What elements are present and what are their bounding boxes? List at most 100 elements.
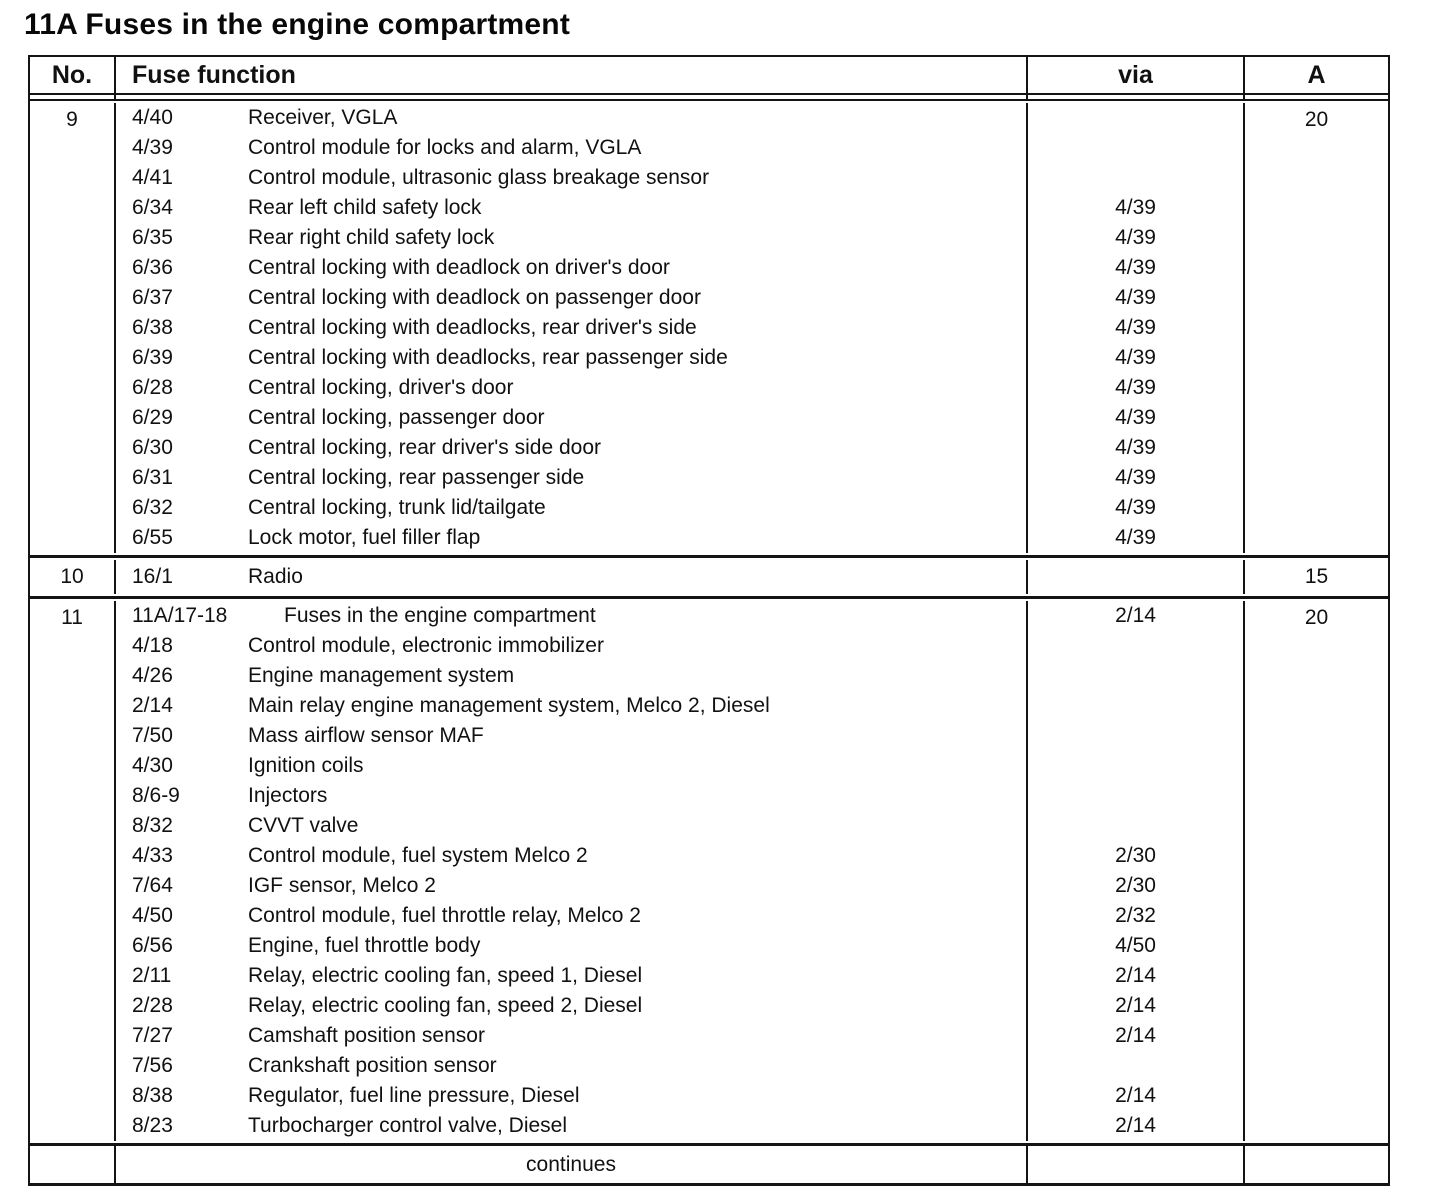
component-id: 6/38	[132, 316, 173, 339]
component-description: Control module, electronic immobilizer	[248, 634, 604, 657]
table-row: 6/56 Engine, fuel throttle body 4/50	[116, 931, 1245, 961]
via-cell	[1028, 721, 1245, 751]
via-cell	[1028, 691, 1245, 721]
fuse-number-cell: 10	[30, 560, 116, 594]
component-description: Central locking with deadlock on passeng…	[248, 286, 701, 309]
component-description: Control module for locks and alarm, VGLA	[248, 136, 642, 159]
component-id: 6/37	[132, 286, 173, 309]
via-cell: 2/14	[1028, 991, 1245, 1021]
table-body: 9 4/40 Receiver, VGLA 4/39 Control module …	[30, 101, 1388, 1143]
component-id: 6/29	[132, 406, 173, 429]
component-id: 7/56	[132, 1054, 173, 1077]
via-cell: 2/30	[1028, 841, 1245, 871]
table-row: 6/39 Central locking with deadlocks, rear…	[116, 343, 1245, 373]
component-description: Central locking, trunk lid/tailgate	[248, 496, 546, 519]
table-row: 6/28 Central locking, driver's door 4/39	[116, 373, 1245, 403]
fuse-function-cell: 6/31 Central locking, rear passenger side	[116, 463, 1028, 493]
fuse-function-cell: 6/38 Central locking with deadlocks, rear…	[116, 313, 1028, 343]
component-description: Central locking, passenger door	[248, 406, 545, 429]
fuse-function-cell: 7/50 Mass airflow sensor MAF	[116, 721, 1028, 751]
table-row: 7/56 Crankshaft position sensor	[116, 1051, 1245, 1081]
component-id: 4/18	[132, 634, 173, 657]
table-row: 6/32 Central locking, trunk lid/tailgate …	[116, 493, 1245, 523]
fuse-function-cell: 4/39 Control module for locks and alarm, …	[116, 133, 1028, 163]
component-id: 4/40	[132, 106, 173, 129]
via-cell: 4/50	[1028, 931, 1245, 961]
table-row: 2/28 Relay, electric cooling fan, speed 2…	[116, 991, 1245, 1021]
via-cell	[1028, 781, 1245, 811]
fuse-function-cell: 6/56 Engine, fuel throttle body	[116, 931, 1028, 961]
table-footer-row: continues	[30, 1143, 1388, 1183]
component-description: Regulator, fuel line pressure, Diesel	[248, 1084, 580, 1107]
component-description: Turbocharger control valve, Diesel	[248, 1114, 568, 1137]
component-description: Rear left child safety lock	[248, 196, 482, 219]
fuse-function-cell: 6/29 Central locking, passenger door	[116, 403, 1028, 433]
component-description: Mass airflow sensor MAF	[248, 724, 484, 747]
fuse-function-cell: 7/27 Camshaft position sensor	[116, 1021, 1028, 1051]
fuse-function-cell: 4/30 Ignition coils	[116, 751, 1028, 781]
component-id: 7/64	[132, 874, 173, 897]
component-id: 6/28	[132, 376, 173, 399]
header-function: Fuse function	[116, 57, 1028, 93]
via-cell	[1028, 811, 1245, 841]
component-id: 16/1	[132, 565, 173, 588]
component-description: Central locking, rear driver's side door	[248, 436, 601, 459]
table-row: 8/32 CVVT valve	[116, 811, 1245, 841]
component-id: 2/14	[132, 694, 173, 717]
component-description: Control module, fuel throttle relay, Mel…	[248, 904, 641, 927]
page-title: 11A Fuses in the engine compartment	[24, 8, 571, 41]
fuse-function-cell: 4/26 Engine management system	[116, 661, 1028, 691]
table-row: 4/39 Control module for locks and alarm, …	[116, 133, 1245, 163]
component-description: Crankshaft position sensor	[248, 1054, 497, 1077]
via-cell: 2/14	[1028, 1081, 1245, 1111]
fuse-function-cell: 6/35 Rear right child safety lock	[116, 223, 1028, 253]
table-row: 4/30 Ignition coils	[116, 751, 1245, 781]
fuse-function-cell: 2/28 Relay, electric cooling fan, speed 2…	[116, 991, 1028, 1021]
amperage-cell: 15	[1304, 565, 1329, 588]
via-cell	[1028, 751, 1245, 781]
via-cell: 2/14	[1028, 1111, 1245, 1141]
fuse-function-cell: 6/28 Central locking, driver's door	[116, 373, 1028, 403]
table-row: 2/11 Relay, electric cooling fan, speed 1…	[116, 961, 1245, 991]
fuse-function-cell: 4/50 Control module, fuel throttle relay,…	[116, 901, 1028, 931]
component-id: 4/30	[132, 754, 173, 777]
component-description: Central locking with deadlocks, rear pas…	[248, 346, 728, 369]
fuse-function-cell: 11A/17-18 Fuses in the engine compartment	[116, 601, 1028, 631]
component-id: 4/33	[132, 844, 173, 867]
fuse-function-cell: 6/32 Central locking, trunk lid/tailgate	[116, 493, 1028, 523]
via-cell: 4/39	[1028, 493, 1245, 523]
table-row: 8/6-9 Injectors	[116, 781, 1245, 811]
table-row: 8/38 Regulator, fuel line pressure, Diese…	[116, 1081, 1245, 1111]
table-row: 4/26 Engine management system	[116, 661, 1245, 691]
component-description: Relay, electric cooling fan, speed 1, Di…	[248, 964, 643, 987]
table-row: 6/35 Rear right child safety lock 4/39	[116, 223, 1245, 253]
fuse-function-cell: 4/40 Receiver, VGLA	[116, 103, 1028, 133]
component-description: Central locking, rear passenger side	[248, 466, 585, 489]
via-cell: 2/32	[1028, 901, 1245, 931]
table-row: 6/38 Central locking with deadlocks, rear…	[116, 313, 1245, 343]
header-no: No.	[30, 57, 116, 93]
component-id: 8/32	[132, 814, 173, 837]
table-row: 4/50 Control module, fuel throttle relay,…	[116, 901, 1245, 931]
table-row: 8/23 Turbocharger control valve, Diesel 2…	[116, 1111, 1245, 1141]
component-description: Camshaft position sensor	[248, 1024, 485, 1047]
via-cell: 2/14	[1028, 961, 1245, 991]
fuse-function-cell: 2/11 Relay, electric cooling fan, speed 1…	[116, 961, 1028, 991]
amperage-cell: 20	[1304, 108, 1329, 131]
table-row: 4/18 Control module, electronic immobiliz…	[116, 631, 1245, 661]
component-id: 4/50	[132, 904, 173, 927]
component-description: Main relay engine management system, Mel…	[248, 694, 770, 717]
component-id: 6/39	[132, 346, 173, 369]
via-cell: 2/14	[1028, 1021, 1245, 1051]
component-id: 6/31	[132, 466, 173, 489]
footer-no-cell	[30, 1146, 116, 1183]
table-row: 6/34 Rear left child safety lock 4/39	[116, 193, 1245, 223]
fuse-section: 10 16/1 Radio 15	[30, 555, 1388, 596]
table-row: 6/30 Central locking, rear driver's side …	[116, 433, 1245, 463]
via-cell: 4/39	[1028, 433, 1245, 463]
component-id: 8/23	[132, 1114, 173, 1137]
via-cell: 2/30	[1028, 871, 1245, 901]
component-description: Engine management system	[248, 664, 515, 687]
fuse-function-cell: 6/30 Central locking, rear driver's side …	[116, 433, 1028, 463]
fuse-function-cell: 16/1 Radio	[116, 560, 1028, 594]
